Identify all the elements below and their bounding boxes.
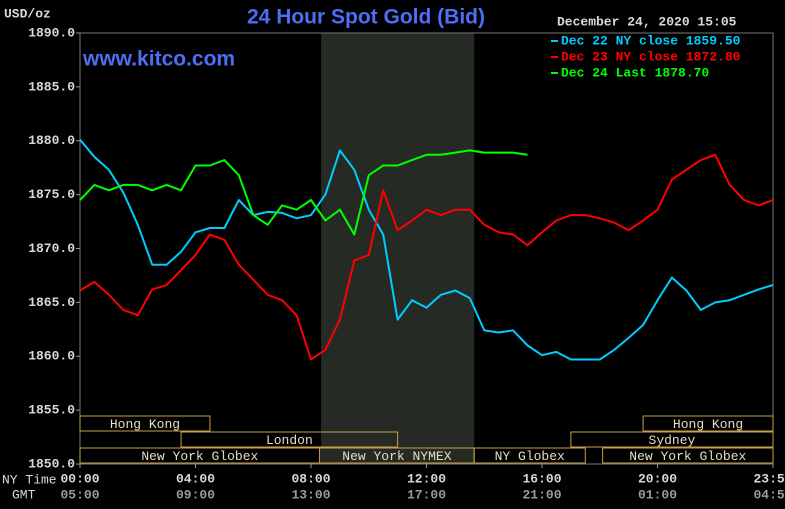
session-label: Hong Kong (673, 417, 743, 432)
session-label: New York Globex (141, 449, 258, 464)
x-tick-label: 23:59 (753, 471, 785, 486)
session-label: NY Globex (495, 449, 565, 464)
y-tick-label: 1875.0 (28, 187, 75, 202)
session-label: New York Globex (629, 449, 746, 464)
x2-axis-label: GMT (12, 487, 36, 502)
y-axis-label: USD/oz (4, 6, 51, 21)
shaded-region (321, 33, 475, 464)
session-box (473, 447, 586, 464)
session-box (602, 447, 774, 464)
legend-entry: Dec 22 NY close 1859.50 (561, 33, 741, 48)
session-box (570, 431, 774, 448)
series-line (79, 149, 528, 236)
y-tick-label: 1865.0 (28, 295, 75, 310)
legend-entry: Dec 23 NY close 1872.80 (561, 49, 741, 64)
x2-tick-label: 17:00 (407, 487, 446, 502)
session-box (180, 431, 399, 448)
session-box (642, 415, 774, 432)
x-tick-label: 16:00 (522, 471, 561, 486)
x-tick-label: 12:00 (407, 471, 446, 486)
y-tick-label: 1860.0 (28, 349, 75, 364)
legend-title: December 24, 2020 15:05 (557, 14, 737, 29)
y-tick-label: 1880.0 (28, 133, 75, 148)
x2-tick-label: 21:00 (522, 487, 561, 502)
x-tick-label: 20:00 (638, 471, 677, 486)
series-line (79, 153, 774, 361)
x-axis-label: NY Time (2, 472, 57, 487)
x-tick-label: 00:00 (60, 471, 99, 486)
session-label: Sydney (649, 433, 696, 448)
x2-tick-label: 01:00 (638, 487, 677, 502)
y-tick-label: 1885.0 (28, 79, 75, 94)
x2-tick-label: 09:00 (176, 487, 215, 502)
session-label: Hong Kong (110, 417, 180, 432)
y-tick-label: 1855.0 (28, 403, 75, 418)
x-tick-label: 08:00 (291, 471, 330, 486)
session-label: London (266, 433, 313, 448)
y-tick-label: 1870.0 (28, 241, 75, 256)
chart-title: 24 Hour Spot Gold (Bid) (247, 6, 485, 29)
x2-tick-label: 13:00 (291, 487, 330, 502)
legend-entry: Dec 24 Last 1878.70 (561, 65, 709, 80)
x-tick-label: 04:00 (176, 471, 215, 486)
session-label: New York NYMEX (342, 449, 451, 464)
session-box (79, 415, 211, 432)
y-tick-label: 1890.0 (28, 25, 75, 40)
site-label: www.kitco.com (82, 48, 235, 71)
x2-tick-label: 05:00 (60, 487, 99, 502)
y-tick-label: 1850.0 (28, 456, 75, 471)
series-line (79, 139, 774, 361)
x2-tick-label: 04:59 (753, 487, 785, 502)
